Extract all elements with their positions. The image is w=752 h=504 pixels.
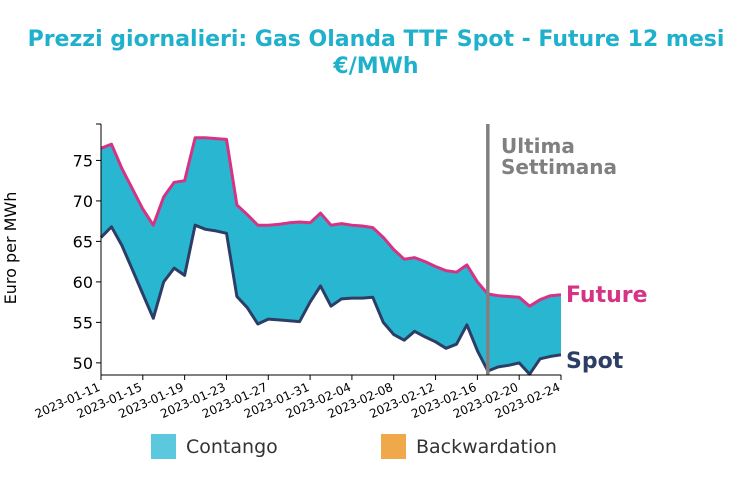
y-tick-label: 70 — [73, 192, 93, 211]
y-tick-label: 60 — [73, 273, 93, 292]
legend-label-contango: Contango — [186, 436, 278, 458]
x-axis: 2023-01-112023-01-152023-01-192023-01-23… — [33, 374, 562, 421]
legend-swatch-contango — [151, 434, 176, 459]
y-tick-label: 75 — [73, 151, 93, 170]
chart-title-line2: €/MWh — [332, 54, 418, 79]
plot-area — [99, 124, 562, 376]
spot-end-label: Spot — [566, 349, 624, 374]
future-series-line — [100, 136, 562, 308]
chart-title-line1: Prezzi giornalieri: Gas Olanda TTF Spot … — [28, 27, 725, 52]
contango-area — [101, 137, 561, 375]
legend-label-backwardation: Backwardation — [416, 436, 557, 458]
annotation-line2: Settimana — [501, 155, 617, 179]
spot-series-line — [99, 223, 562, 376]
legend: Contango Backwardation — [151, 434, 557, 459]
y-tick-label: 55 — [73, 313, 93, 332]
y-axis-label: Euro per MWh — [1, 192, 20, 305]
legend-swatch-backwardation — [381, 434, 406, 459]
y-tick-label: 50 — [73, 354, 93, 373]
y-axis: 50 55 60 65 70 75 — [73, 123, 102, 375]
annotation-line1: Ultima — [501, 134, 575, 158]
y-tick-label: 65 — [73, 232, 93, 251]
future-end-label: Future — [566, 283, 648, 308]
